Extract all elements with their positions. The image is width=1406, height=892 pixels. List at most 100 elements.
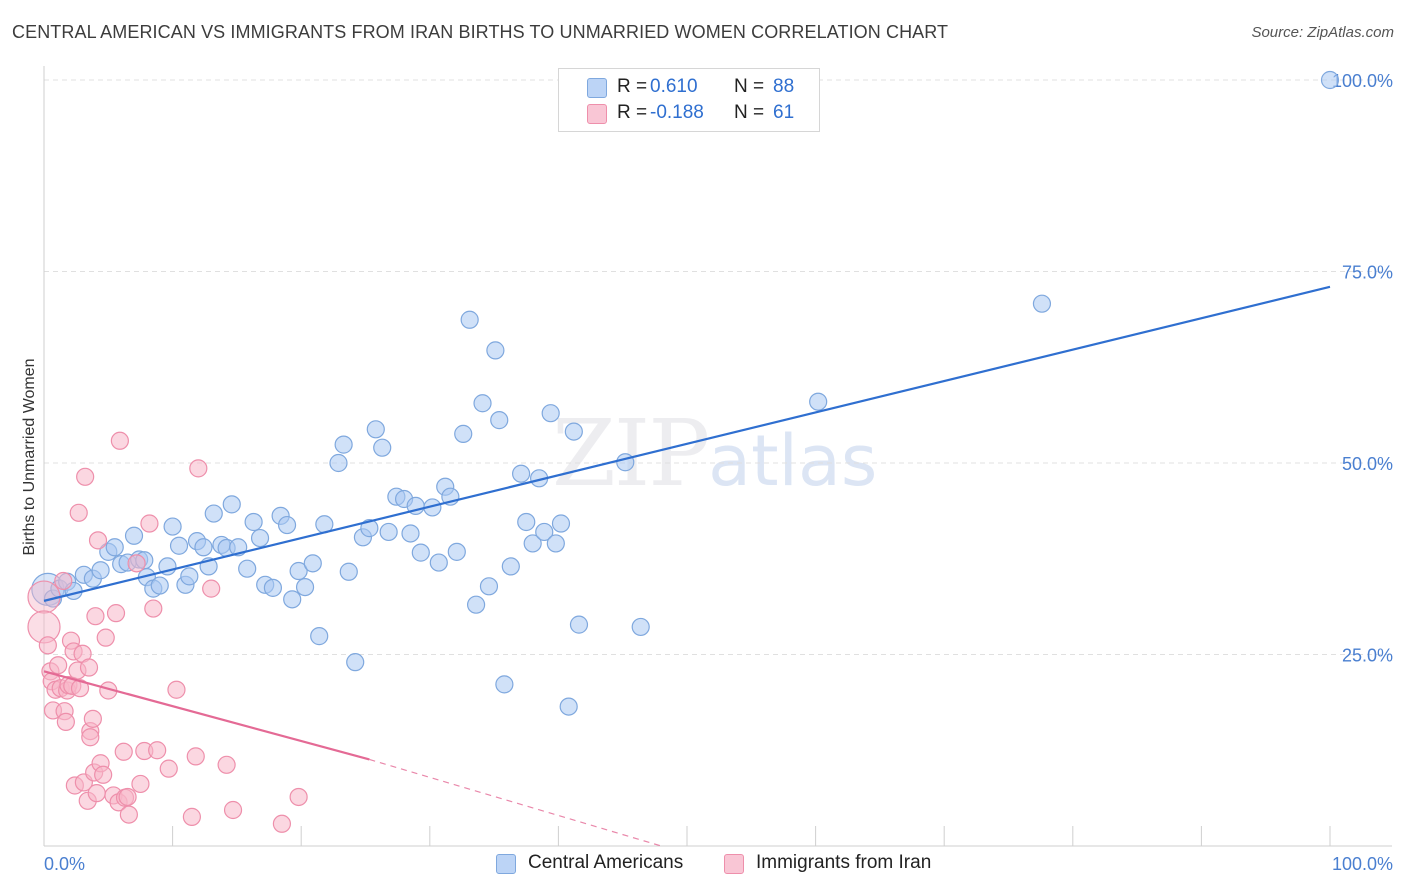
legend-swatch-blue [587,78,607,98]
iran-point [94,765,113,784]
central-american-point [616,453,635,472]
central-american-point [454,424,473,443]
central-american-point [460,310,479,329]
central-american-point [1032,294,1052,313]
iran-point [86,607,105,626]
legend-swatch-pink [587,104,607,124]
iran-point [70,679,90,698]
central-american-point [194,538,213,557]
central-american-point [564,422,583,441]
central-american-point [346,653,365,672]
central-american-point [466,595,486,614]
x-tick-label: 100.0% [1332,854,1393,874]
iran-point [167,680,186,699]
central-american-point [631,617,650,637]
iran-point [189,459,208,478]
central-american-point [501,557,520,576]
iran-point [186,747,205,766]
central-american-point [517,512,536,532]
central-american-point [263,578,283,597]
central-american-point [495,675,514,694]
legend-n-label: N = [734,76,765,97]
chart-title: CENTRAL AMERICAN VS IMMIGRANTS FROM IRAN… [12,22,949,42]
iran-point [114,742,133,761]
central-american-point [479,577,499,596]
central-american-point [512,464,531,483]
iran-point [289,787,308,807]
central-american-point [366,420,385,439]
iran-point [83,709,102,728]
central-american-point [150,576,169,595]
central-american-point [204,504,223,523]
central-american-point [559,697,578,716]
iran-point [202,579,221,598]
central-american-point [250,528,270,548]
central-american-point [809,392,828,411]
legend-r-value: 0.610 [650,76,698,97]
legend-n-value: 61 [773,102,795,123]
iran-point [217,755,236,774]
watermark: ZIPatlas [552,400,877,507]
legend-n-label: N = [734,102,765,123]
iran-point [119,805,138,824]
iran-trendline [43,670,370,761]
central-american-point [295,577,315,597]
stats-legend: R = 0.610 N = 88 R = -0.188 N = 61 [558,68,820,132]
central-american-point [339,562,358,581]
y-tick-label: 50.0% [1342,454,1393,474]
iran-point [140,514,159,533]
central-american-point [310,627,329,646]
central-american-point [486,341,505,360]
iran-point [87,784,106,803]
central-american-point [546,534,565,553]
central-american-point [277,515,297,535]
iran-point [106,604,126,623]
central-american-point [411,543,430,562]
central-american-point [569,615,589,634]
y-tick-label: 25.0% [1342,646,1393,666]
iran-point [81,728,100,747]
central-american-point [334,435,353,454]
central-american-point [169,536,189,555]
x-tick-label: 0.0% [44,854,85,874]
central-american-point [244,512,263,532]
legend-r-value: -0.188 [650,102,704,123]
central-american-point [180,567,199,586]
central-american-point [551,514,571,533]
iran-point [118,787,137,807]
central-american-point [222,495,241,514]
central-american-point [289,561,308,581]
bottom-legend-swatch-pink [724,854,744,874]
iran-point [223,800,243,820]
central-american-point [429,553,448,572]
iran-point [127,554,146,573]
iran-point [148,741,167,760]
central-american-point [401,524,420,543]
central-american-point [360,519,379,538]
iran-point [159,759,178,778]
iran-point [272,814,292,833]
central-american-point [373,438,392,457]
central-american-point [447,542,466,561]
iran-point [88,531,108,550]
iran-point [131,774,150,794]
central-american-point [1320,70,1340,90]
legend-n-value: 88 [773,76,795,97]
source-credit: Source: ZipAtlas.com [1251,24,1394,41]
y-tick-label: 100.0% [1332,71,1393,91]
iran-point [110,431,129,450]
central-american-point [124,526,144,545]
central-american-point [379,522,398,542]
central-american-point [329,453,348,473]
iran-trendline-extension [369,758,662,847]
central-american-point [523,534,542,553]
central-american-point [238,559,257,578]
bottom-legend-label: Central Americans [528,852,684,873]
legend-r-label: R = [617,76,648,97]
central-american-point [535,522,554,542]
bottom-legend-label: Immigrants from Iran [756,852,932,873]
central-american-point [541,404,560,423]
watermark-atlas: atlas [708,420,878,502]
iran-point [38,636,57,655]
